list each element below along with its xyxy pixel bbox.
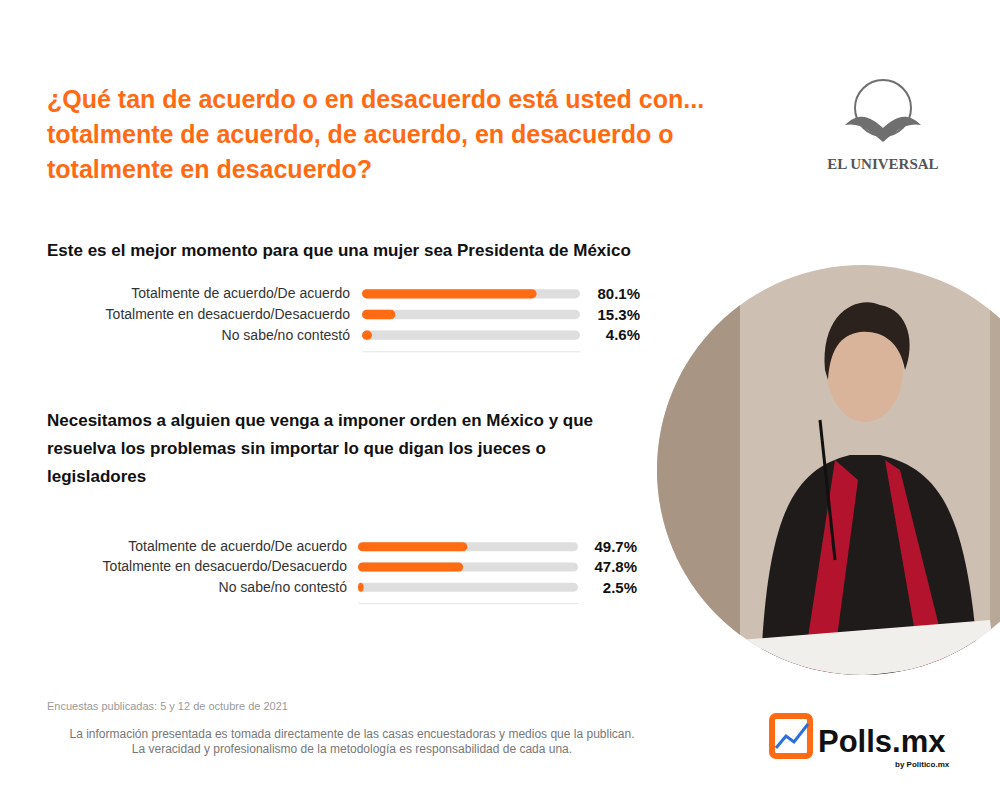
x-axis bbox=[363, 351, 581, 352]
logo-eagle bbox=[845, 117, 921, 142]
chart-panel: Necesitamos a alguien que venga a impone… bbox=[47, 411, 637, 604]
source-date: Encuestas publicadas: 5 y 12 de octubre … bbox=[47, 700, 288, 712]
category-label: No sabe/no contestó bbox=[222, 327, 351, 343]
track bbox=[362, 310, 580, 319]
chart-title: Este es el mejor momento para que una mu… bbox=[47, 241, 631, 260]
category-label: Totalmente de acuerdo/De acuerdo bbox=[128, 538, 347, 554]
y-axis: Totalmente de acuerdo/De acuerdo Totalmen… bbox=[106, 285, 351, 342]
y-tick: Totalmente en desacuerdo/Desacuerdo bbox=[106, 306, 351, 322]
track bbox=[362, 289, 580, 298]
bar bbox=[358, 562, 463, 571]
brand-logo: Polls.mxby Politico.mx bbox=[772, 716, 950, 769]
bar bbox=[362, 289, 537, 298]
category-label: Totalmente de acuerdo/De acuerdo bbox=[131, 285, 350, 301]
photo-wall bbox=[990, 260, 1000, 680]
bars bbox=[362, 289, 537, 340]
chart-panel: Este es el mejor momento para que una mu… bbox=[47, 241, 640, 352]
data-label: 47.8% bbox=[594, 558, 637, 575]
bar bbox=[358, 583, 364, 592]
brand-icon bbox=[772, 716, 810, 756]
disclaimer: La veracidad y profesionalismo de la met… bbox=[132, 742, 572, 756]
data-label: 15.3% bbox=[597, 306, 640, 323]
text-line: legisladores bbox=[47, 467, 146, 486]
text-line: resuelva los problemas sin importar lo q… bbox=[47, 439, 546, 458]
data-label: 2.5% bbox=[603, 579, 637, 596]
y-tick: No sabe/no contestó bbox=[222, 327, 351, 343]
logo-globe bbox=[855, 80, 911, 136]
y-axis: Totalmente de acuerdo/De acuerdo Totalmen… bbox=[103, 538, 348, 595]
photo-wall bbox=[650, 260, 740, 680]
bars bbox=[358, 542, 467, 592]
y-tick: Totalmente de acuerdo/De acuerdo bbox=[128, 538, 347, 554]
data-labels: 49.7% 47.8% 2.5% bbox=[594, 538, 637, 596]
category-label: Totalmente en desacuerdo/Desacuerdo bbox=[106, 306, 351, 322]
track bbox=[358, 562, 578, 571]
text-line: Este es el mejor momento para que una mu… bbox=[47, 241, 631, 260]
data-labels: 80.1% 15.3% 4.6% bbox=[597, 285, 640, 343]
category-label: No sabe/no contestó bbox=[219, 579, 348, 595]
photo-lectern bbox=[740, 620, 995, 690]
chart-title: Necesitamos a alguien que venga a impone… bbox=[47, 411, 593, 486]
text-line: Necesitamos a alguien que venga a impone… bbox=[47, 411, 593, 430]
text-line: ¿Qué tan de acuerdo o en desacuerdo está… bbox=[47, 85, 704, 113]
track bbox=[358, 583, 578, 592]
disclaimer: La información presentada es tomada dire… bbox=[69, 727, 634, 741]
tracks bbox=[358, 542, 578, 592]
x-axis-line bbox=[363, 351, 581, 352]
text-line: totalmente de acuerdo, de acuerdo, en de… bbox=[47, 120, 674, 148]
category-label: Totalmente en desacuerdo/Desacuerdo bbox=[103, 558, 348, 574]
photo bbox=[650, 260, 1000, 690]
track bbox=[358, 542, 578, 551]
data-label: 80.1% bbox=[597, 285, 640, 302]
bar bbox=[362, 310, 395, 319]
tracks bbox=[362, 289, 580, 340]
main-title: ¿Qué tan de acuerdo o en desacuerdo está… bbox=[47, 85, 704, 183]
brand-sub: by Politico.mx bbox=[895, 760, 950, 769]
photo-hair bbox=[825, 302, 910, 380]
x-axis-line bbox=[359, 603, 579, 604]
photo-mic bbox=[820, 420, 835, 560]
track bbox=[362, 331, 580, 340]
x-axis bbox=[359, 603, 579, 604]
y-tick: No sabe/no contestó bbox=[219, 579, 348, 595]
data-label: 4.6% bbox=[606, 326, 640, 343]
brand-icon-line bbox=[776, 724, 808, 748]
y-tick: Totalmente en desacuerdo/Desacuerdo bbox=[103, 558, 348, 574]
chart-root: ¿Qué tan de acuerdo o en desacuerdo está… bbox=[0, 0, 1000, 800]
data-label: 49.7% bbox=[594, 538, 637, 555]
publisher-logo: EL UNIVERSAL bbox=[827, 80, 938, 172]
bar bbox=[358, 542, 467, 551]
y-tick: Totalmente de acuerdo/De acuerdo bbox=[131, 285, 350, 301]
logo-text: EL UNIVERSAL bbox=[827, 156, 938, 172]
text-line: totalmente en desacuerdo? bbox=[47, 155, 372, 183]
bar bbox=[362, 331, 372, 340]
brand-text: Polls.mx bbox=[818, 724, 946, 759]
